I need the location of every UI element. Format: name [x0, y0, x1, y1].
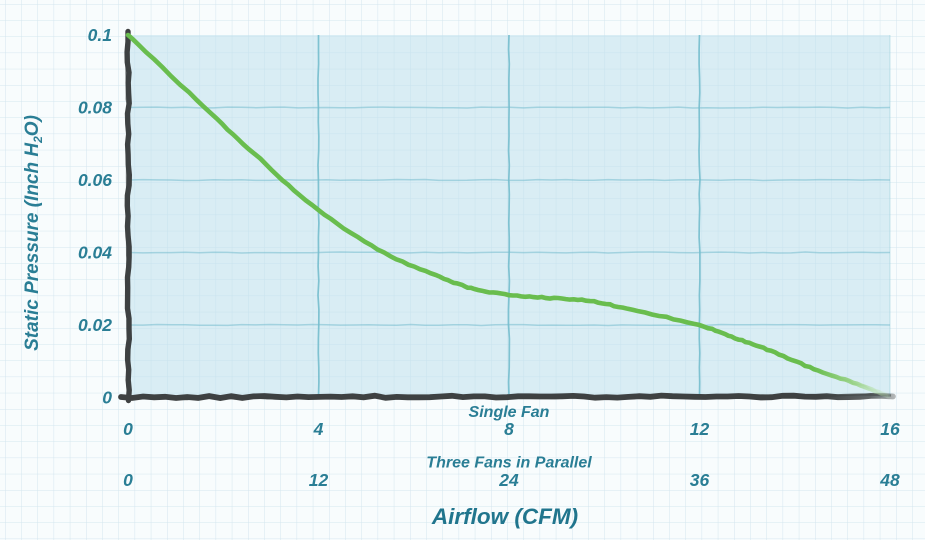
svg-text:Three Fans in Parallel: Three Fans in Parallel — [426, 455, 592, 472]
svg-text:Airflow (CFM): Airflow (CFM) — [431, 504, 578, 529]
svg-text:0.04: 0.04 — [78, 243, 112, 263]
svg-text:16: 16 — [880, 419, 900, 439]
svg-text:12: 12 — [309, 470, 329, 490]
svg-text:Single Fan: Single Fan — [469, 404, 550, 421]
svg-text:8: 8 — [504, 419, 514, 439]
svg-text:Static Pressure (Inch H2O): Static Pressure (Inch H2O) — [22, 115, 45, 351]
svg-text:36: 36 — [690, 470, 710, 490]
svg-text:0: 0 — [102, 388, 112, 408]
svg-text:0: 0 — [123, 419, 133, 439]
svg-text:0.02: 0.02 — [78, 315, 112, 335]
svg-text:24: 24 — [498, 470, 519, 490]
svg-text:48: 48 — [879, 470, 900, 490]
svg-text:0.1: 0.1 — [88, 25, 112, 45]
svg-text:4: 4 — [313, 419, 324, 439]
svg-text:12: 12 — [690, 419, 710, 439]
svg-text:0: 0 — [123, 470, 133, 490]
svg-text:0.08: 0.08 — [78, 98, 112, 118]
svg-text:0.06: 0.06 — [78, 170, 112, 190]
